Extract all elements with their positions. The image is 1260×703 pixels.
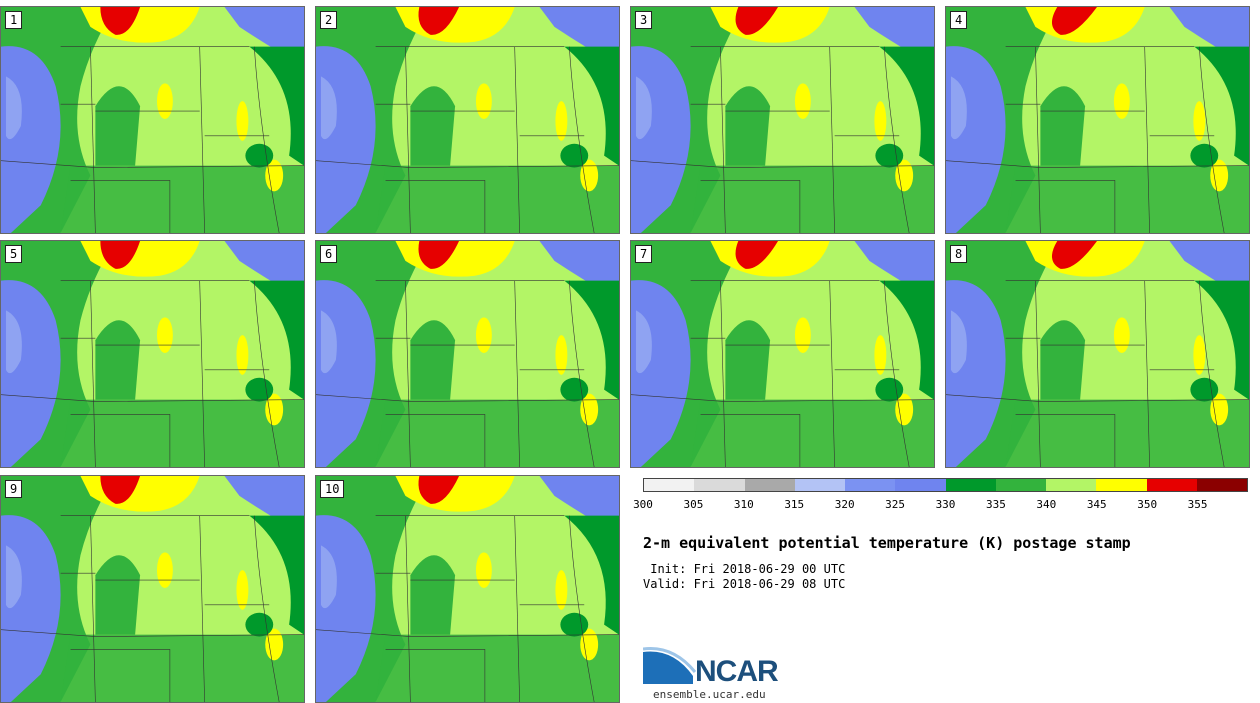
member-number: 5: [5, 245, 23, 263]
colorbar-tick-label: 310: [733, 498, 754, 511]
colorbar-swatch: [644, 479, 695, 491]
ensemble-member-panel: 3: [630, 6, 935, 234]
ensemble-member-panel: 2: [315, 6, 620, 234]
colorbar-ticks: 300 305 310 315 320 325 330 335 340 345 350 355: [633, 498, 1248, 512]
map-field: [1, 476, 304, 702]
colorbar-swatch: [945, 479, 996, 491]
colorbar-tick-label: 335: [985, 498, 1006, 511]
colorbar-swatch: [995, 479, 1046, 491]
colorbar-swatch: [1146, 479, 1197, 491]
ensemble-member-panel: 6: [315, 240, 620, 468]
colorbar-swatch: [1196, 479, 1247, 491]
member-number: 1: [5, 11, 23, 29]
map-field: [316, 476, 619, 702]
colorbar-tick-label: 305: [683, 498, 704, 511]
member-number: 6: [320, 245, 338, 263]
ensemble-member-panel: 7: [630, 240, 935, 468]
map-field: [1, 7, 304, 233]
colorbar-swatch: [1096, 479, 1147, 491]
map-field: [1, 241, 304, 467]
colorbar-swatch: [794, 479, 845, 491]
valid-time: Valid: Fri 2018-06-29 08 UTC: [643, 577, 846, 591]
map-field: [631, 241, 934, 467]
member-number: 9: [5, 480, 23, 498]
map-field: [946, 7, 1249, 233]
member-number: 3: [635, 11, 653, 29]
logo-url: ensemble.ucar.edu: [653, 688, 766, 701]
colorbar: [643, 478, 1248, 492]
ensemble-member-panel: 4: [945, 6, 1250, 234]
colorbar-tick-label: 320: [834, 498, 855, 511]
figure-title: 2-m equivalent potential temperature (K)…: [643, 534, 1131, 552]
logo-text: NCAR: [695, 655, 779, 688]
ensemble-member-panel: 1: [0, 6, 305, 234]
colorbar-tick-label: 355: [1187, 498, 1208, 511]
ncar-logo-icon: [643, 646, 697, 684]
member-number: 4: [950, 11, 968, 29]
colorbar-tick-label: 300: [633, 498, 653, 511]
colorbar-tick-label: 330: [935, 498, 956, 511]
member-number: 7: [635, 245, 653, 263]
map-field: [631, 7, 934, 233]
colorbar-tick-label: 345: [1086, 498, 1107, 511]
member-number: 8: [950, 245, 968, 263]
ensemble-member-panel: 8: [945, 240, 1250, 468]
colorbar-tick-label: 325: [885, 498, 906, 511]
colorbar-swatch: [895, 479, 946, 491]
ensemble-member-panel: 10: [315, 475, 620, 703]
colorbar-swatch: [845, 479, 896, 491]
init-time: Init: Fri 2018-06-29 00 UTC: [643, 562, 846, 576]
member-number: 2: [320, 11, 338, 29]
member-number: 10: [320, 480, 345, 498]
map-field: [316, 7, 619, 233]
colorbar-swatch: [1046, 479, 1097, 491]
map-field: [946, 241, 1249, 467]
colorbar-tick-label: 315: [784, 498, 805, 511]
colorbar-tick-label: 350: [1137, 498, 1158, 511]
ensemble-member-panel: 5: [0, 240, 305, 468]
colorbar-tick-label: 340: [1036, 498, 1057, 511]
colorbar-swatch: [694, 479, 745, 491]
ensemble-member-panel: 9: [0, 475, 305, 703]
map-field: [316, 241, 619, 467]
colorbar-swatch: [744, 479, 795, 491]
